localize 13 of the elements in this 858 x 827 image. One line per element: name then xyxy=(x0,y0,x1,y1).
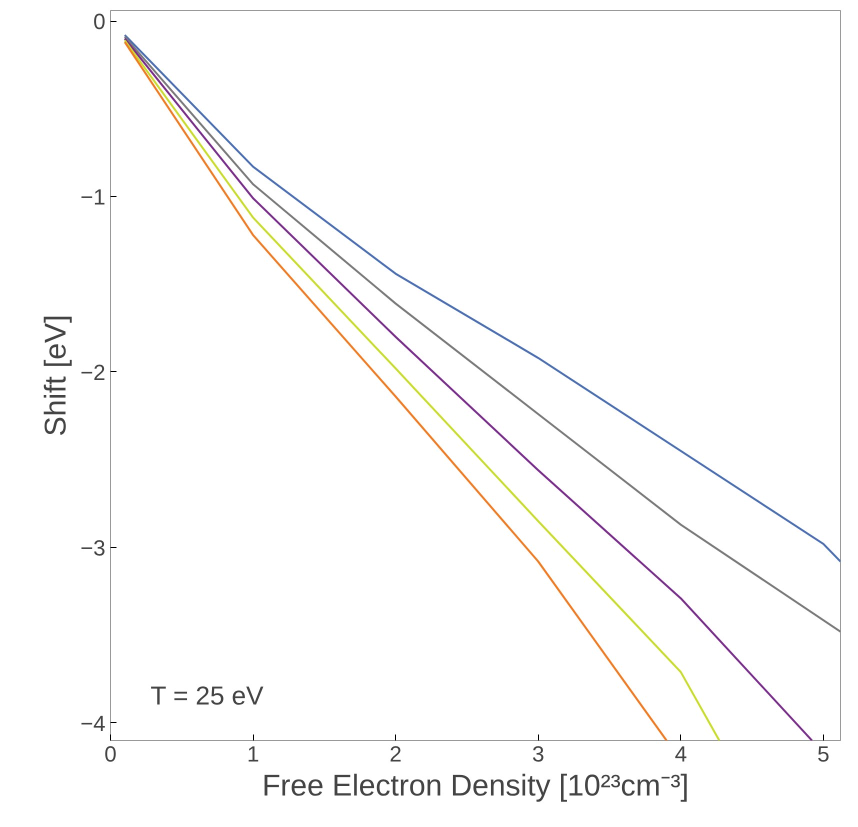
y-tick-label: −4 xyxy=(80,710,106,736)
y-tick-label: 0 xyxy=(93,9,106,34)
x-tick-label: 4 xyxy=(674,742,687,766)
y-axis-title: Shift [eV] xyxy=(39,314,72,436)
x-axis-title: Free Electron Density [10²³cm⁻³] xyxy=(262,770,689,802)
y-tick-label: −2 xyxy=(80,360,106,385)
y-tick-label: −3 xyxy=(80,535,106,560)
x-tick-label: 1 xyxy=(246,742,260,766)
annotation: T = 25 eV xyxy=(150,680,264,710)
x-tick-label: 2 xyxy=(390,742,402,766)
y-tick-label: −1 xyxy=(80,184,106,210)
x-tick-label: 5 xyxy=(817,742,830,766)
x-tick-label: 3 xyxy=(532,742,544,766)
